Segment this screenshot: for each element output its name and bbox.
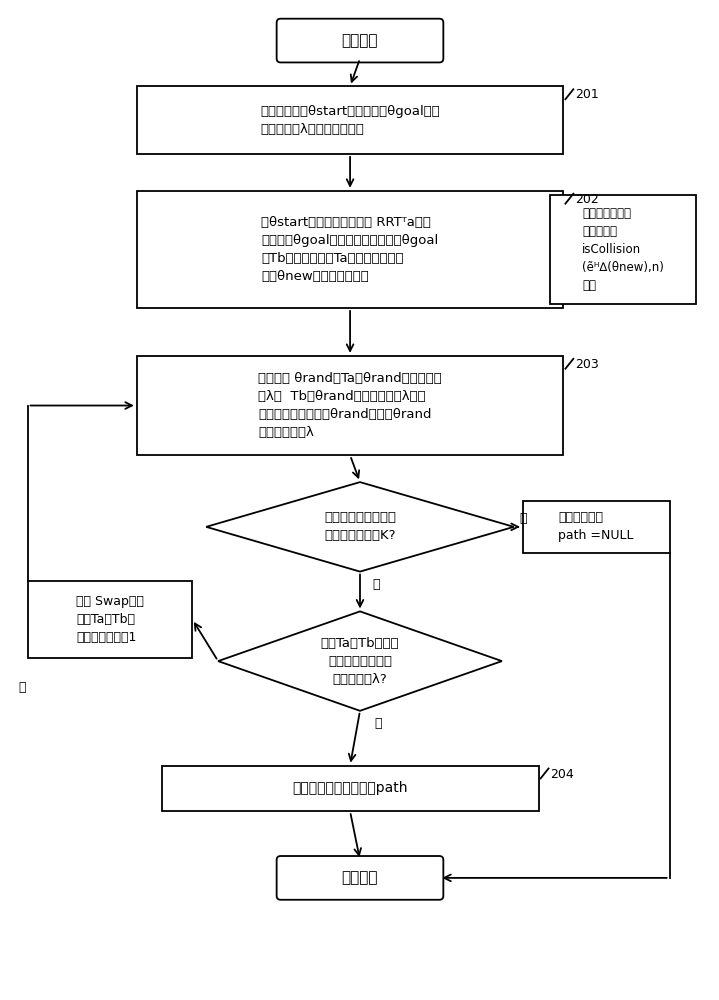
Bar [137, 86, 564, 154]
FancyBboxPatch shape [277, 19, 444, 62]
Bar [137, 191, 564, 308]
Text: 以θstart为快速随机搜索树 RRTᵀa的根
节点、以θgoal为其目标位形点；以θgoal
为Tb的根节点、以Ta树扩展生成的新
位形θnew为其目标位形点: 以θstart为快速随机搜索树 RRTᵀa的根 节点、以θgoal为其目标位形点… [262, 216, 439, 283]
Text: 判定Ta和Tb最近节
点之间的距离是否
小于或等于λ?: 判定Ta和Tb最近节 点之间的距离是否 小于或等于λ? [321, 637, 399, 686]
FancyBboxPatch shape [277, 856, 444, 900]
Text: 是: 是 [374, 717, 381, 730]
Polygon shape [218, 611, 502, 711]
Text: 确定起始位形θstart、目标位形θgoal、单
步扩展步长λ和当前迭代次数: 确定起始位形θstart、目标位形θgoal、单 步扩展步长λ和当前迭代次数 [260, 105, 440, 136]
Text: 否: 否 [18, 681, 26, 694]
Text: 203: 203 [575, 358, 599, 371]
Bar [523, 501, 669, 553]
Bar [137, 356, 564, 455]
Bar [162, 766, 539, 811]
Text: 规划失败，置
path =NULL: 规划失败，置 path =NULL [559, 511, 634, 542]
Text: 碰撞检测采用本
发明提出的
isCollision
(ẽᴴ∆(θnew),n)
方法: 碰撞检测采用本 发明提出的 isCollision (ẽᴴ∆(θnew),n) … [582, 207, 664, 292]
Text: 201: 201 [575, 88, 599, 101]
Text: 否: 否 [372, 578, 380, 591]
Text: 是: 是 [520, 512, 527, 525]
Text: 获取机器人的避碰路径path: 获取机器人的避碰路径path [293, 781, 408, 795]
Text: 202: 202 [575, 193, 599, 206]
Polygon shape [206, 482, 514, 572]
Text: 规划开始: 规划开始 [342, 33, 378, 48]
Text: 204: 204 [551, 768, 574, 781]
Bar [27, 581, 192, 658]
Text: 规划结束: 规划结束 [342, 870, 378, 885]
Text: 随机选取 θrand，Ta向θrand扩展一个步
长λ，  Tb向θrand扩展多个步长λ直至
遇到障碍物或者到达θrand或者与θrand
小于所述步长λ: 随机选取 θrand，Ta向θrand扩展一个步 长λ， Tb向θrand扩展多… [258, 372, 442, 439]
Text: 调用 Swap（）
交换Ta和Tb，
当前迭代次数加1: 调用 Swap（） 交换Ta和Tb， 当前迭代次数加1 [76, 595, 144, 644]
Bar [549, 195, 697, 304]
Text: 当前迭代次数是否大
于最大迭代次数K?: 当前迭代次数是否大 于最大迭代次数K? [324, 511, 396, 542]
